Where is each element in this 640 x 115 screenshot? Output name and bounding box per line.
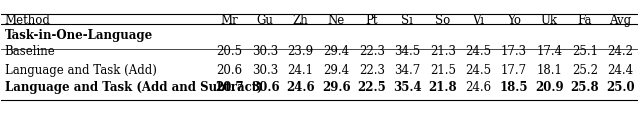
Text: Baseline: Baseline [4, 44, 55, 57]
Text: 21.5: 21.5 [430, 63, 456, 76]
Text: 22.3: 22.3 [359, 63, 385, 76]
Text: 24.5: 24.5 [465, 44, 492, 57]
Text: 30.3: 30.3 [252, 63, 278, 76]
Text: 35.4: 35.4 [393, 80, 422, 93]
Text: 34.5: 34.5 [394, 44, 420, 57]
Text: 22.5: 22.5 [357, 80, 386, 93]
Text: 24.6: 24.6 [465, 80, 492, 93]
Text: Language and Task (Add and Subtract): Language and Task (Add and Subtract) [4, 80, 262, 93]
Text: 25.0: 25.0 [606, 80, 635, 93]
Text: 17.3: 17.3 [500, 44, 527, 57]
Text: 18.5: 18.5 [500, 80, 528, 93]
Text: 20.6: 20.6 [216, 63, 243, 76]
Text: 34.7: 34.7 [394, 63, 420, 76]
Text: Si: Si [401, 13, 413, 26]
Text: 30.6: 30.6 [251, 80, 280, 93]
Text: 24.6: 24.6 [286, 80, 315, 93]
Text: 23.9: 23.9 [287, 44, 314, 57]
Text: 25.1: 25.1 [572, 44, 598, 57]
Text: 20.5: 20.5 [216, 44, 243, 57]
Text: Yo: Yo [507, 13, 521, 26]
Text: 29.4: 29.4 [323, 63, 349, 76]
Text: 25.8: 25.8 [570, 80, 599, 93]
Text: Mr: Mr [221, 13, 239, 26]
Text: 20.9: 20.9 [535, 80, 564, 93]
Text: 30.3: 30.3 [252, 44, 278, 57]
Text: 22.3: 22.3 [359, 44, 385, 57]
Text: 24.2: 24.2 [607, 44, 634, 57]
Text: 24.4: 24.4 [607, 63, 634, 76]
Text: Fa: Fa [578, 13, 592, 26]
Text: 29.6: 29.6 [322, 80, 351, 93]
Text: 24.1: 24.1 [288, 63, 314, 76]
Text: Uk: Uk [541, 13, 558, 26]
Text: 21.3: 21.3 [430, 44, 456, 57]
Text: 25.2: 25.2 [572, 63, 598, 76]
Text: 18.1: 18.1 [536, 63, 563, 76]
Text: Vi: Vi [472, 13, 484, 26]
Text: Avg: Avg [609, 13, 632, 26]
Text: 21.8: 21.8 [428, 80, 457, 93]
Text: Ne: Ne [328, 13, 345, 26]
Text: 20.7: 20.7 [215, 80, 244, 93]
Text: Zh: Zh [293, 13, 308, 26]
Text: 24.5: 24.5 [465, 63, 492, 76]
Text: Method: Method [4, 13, 51, 26]
Text: Language and Task (Add): Language and Task (Add) [4, 63, 156, 76]
Text: Task-in-One-Language: Task-in-One-Language [4, 29, 153, 42]
Text: 17.7: 17.7 [500, 63, 527, 76]
Text: 17.4: 17.4 [536, 44, 563, 57]
Text: Pt: Pt [365, 13, 378, 26]
Text: So: So [435, 13, 451, 26]
Text: 29.4: 29.4 [323, 44, 349, 57]
Text: Gu: Gu [257, 13, 274, 26]
